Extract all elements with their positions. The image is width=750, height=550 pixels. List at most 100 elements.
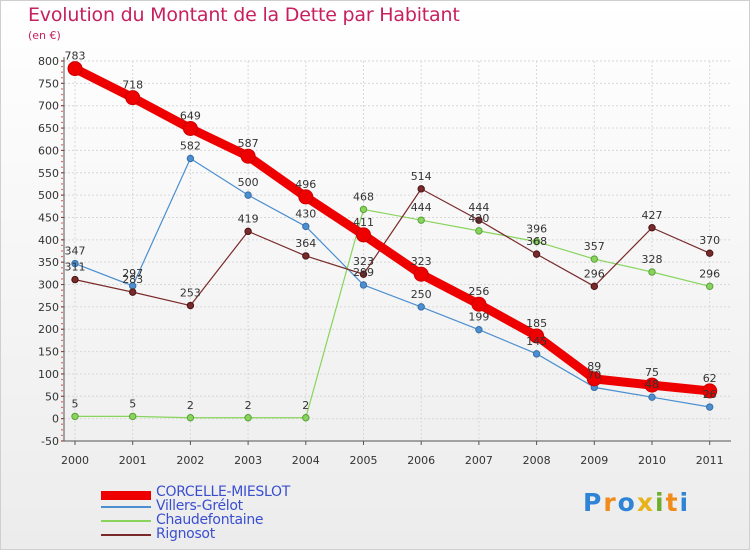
data-point — [240, 148, 256, 164]
y-tick-label: 700 — [38, 100, 59, 113]
legend-label: Rignosot — [156, 526, 215, 542]
logo-letter: i — [679, 488, 691, 517]
y-minor-tick — [61, 132, 63, 135]
y-minor-tick — [61, 188, 63, 191]
y-minor-tick — [61, 334, 63, 336]
data-point — [648, 393, 656, 401]
data-labels: 783 718 649 587 496 411 323 256 185 89 75 62 347 297 5… — [65, 50, 721, 412]
data-point — [648, 268, 656, 276]
series-line — [74, 208, 711, 419]
y-tick-label: 250 — [38, 301, 59, 314]
y-minor-tick — [61, 434, 63, 437]
data-point — [706, 403, 714, 411]
data-point — [71, 275, 79, 284]
data-label: 250 — [411, 288, 432, 301]
y-minor-tick — [61, 200, 63, 202]
data-label: 370 — [699, 234, 720, 247]
data-label: 500 — [238, 176, 259, 189]
data-point — [71, 412, 79, 421]
y-minor-tick — [61, 93, 63, 96]
y-minor-tick — [61, 205, 63, 207]
x-tick-label: 2000 — [61, 454, 89, 467]
data-point — [125, 90, 141, 106]
data-label: 299 — [353, 266, 374, 279]
y-minor-tick — [61, 339, 63, 342]
y-minor-tick — [61, 328, 63, 330]
y-minor-tick — [61, 384, 63, 386]
y-minor-tick — [61, 345, 63, 347]
y-minor-tick — [61, 149, 63, 152]
data-point — [532, 350, 541, 358]
data-point — [129, 412, 137, 421]
data-point — [244, 191, 252, 199]
data-label: 718 — [122, 79, 143, 92]
legend-swatch — [101, 506, 151, 508]
y-minor-tick — [61, 144, 63, 146]
data-label: 430 — [295, 207, 316, 220]
y-tick-label: 350 — [38, 256, 59, 269]
y-minor-tick — [61, 401, 63, 403]
y-minor-tick — [61, 440, 63, 442]
data-point — [413, 266, 429, 282]
logo-letter: o — [617, 488, 637, 517]
data-label: 444 — [411, 201, 432, 214]
data-point — [186, 154, 195, 163]
y-minor-tick — [61, 160, 63, 163]
data-label: 2 — [245, 399, 252, 412]
data-label: 283 — [122, 273, 143, 286]
y-minor-tick — [61, 233, 63, 235]
y-tick-label: 50 — [45, 390, 59, 403]
y-minor-tick — [61, 423, 63, 425]
data-label: 368 — [526, 235, 547, 248]
y-minor-tick — [61, 272, 63, 275]
y-minor-tick — [61, 289, 63, 291]
data-label: 323 — [411, 255, 432, 268]
logo-letter: x — [636, 488, 655, 517]
y-minor-tick — [61, 306, 63, 308]
data-label: 70 — [587, 368, 601, 381]
x-tick-label: 2007 — [465, 454, 493, 467]
data-point — [302, 414, 310, 422]
data-label: 328 — [642, 253, 663, 266]
data-point — [648, 224, 656, 232]
data-point — [71, 259, 79, 268]
data-point — [475, 325, 483, 334]
data-point — [644, 377, 660, 393]
data-label: 783 — [65, 50, 86, 63]
y-minor-tick — [61, 172, 63, 174]
y-tick-label: 800 — [38, 55, 59, 68]
data-point — [475, 227, 483, 235]
data-label: 364 — [295, 237, 316, 250]
y-minor-tick — [61, 99, 63, 101]
chart-title: Evolution du Montant de la Dette par Hab… — [28, 4, 460, 26]
data-label: 496 — [295, 178, 316, 191]
data-label: 199 — [468, 311, 489, 324]
y-minor-tick — [61, 261, 63, 263]
y-minor-tick — [61, 412, 63, 414]
data-label: 411 — [353, 216, 374, 229]
data-point — [359, 205, 368, 214]
data-point — [67, 61, 83, 77]
y-minor-tick — [61, 227, 63, 230]
y-minor-tick — [61, 116, 63, 118]
y-minor-tick — [61, 311, 63, 314]
legend-label: Chaudefontaine — [156, 512, 264, 528]
y-minor-tick — [61, 278, 63, 280]
data-label: 26 — [703, 388, 717, 401]
data-point — [302, 252, 310, 260]
y-minor-tick — [61, 283, 63, 286]
data-point — [532, 237, 541, 246]
y-minor-tick — [61, 71, 63, 73]
data-point — [417, 185, 425, 193]
data-point — [244, 414, 252, 422]
data-label: 396 — [526, 223, 547, 236]
logo-letter: P — [583, 488, 604, 517]
y-minor-tick — [61, 105, 63, 107]
y-tick-label: 650 — [38, 122, 59, 135]
axes: -50 0 50 100 150 200 250 300 350 400 450 500 550 600 6… — [38, 55, 731, 467]
data-label: 5 — [129, 397, 136, 410]
data-label: 420 — [468, 212, 489, 225]
proxiti-logo: Proxiti — [583, 488, 690, 517]
